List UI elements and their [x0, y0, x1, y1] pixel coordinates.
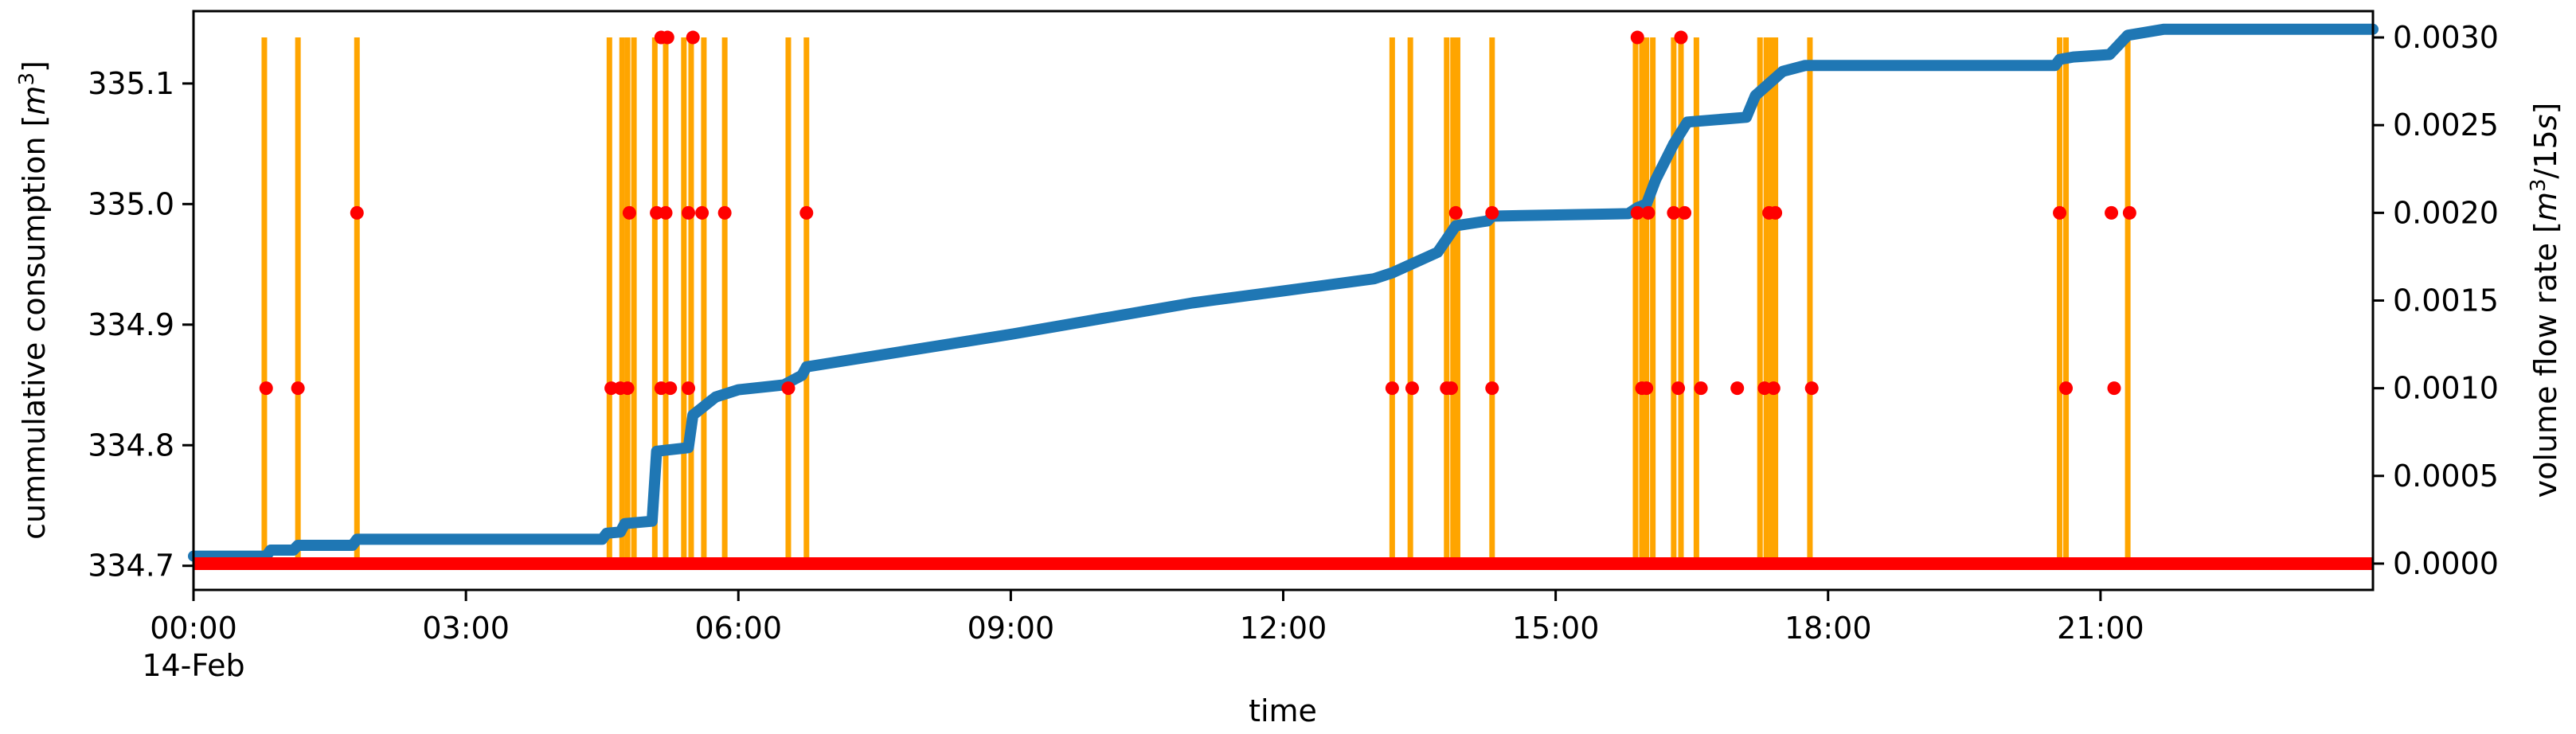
plot-area	[188, 23, 2379, 570]
y-left-tick-label: 334.8	[88, 428, 174, 463]
flow-rate-point	[1674, 30, 1688, 45]
cumulative-consumption-line	[188, 23, 2379, 562]
flow-rate-point	[2122, 205, 2136, 220]
flow-rate-point	[1730, 381, 1745, 396]
flow-rate-point	[291, 381, 305, 396]
y-right-tick-label: 0.0020	[2393, 195, 2499, 230]
x-axis-label: time	[1249, 693, 1317, 728]
y-left-tick-label: 334.7	[88, 549, 174, 584]
flow-rate-point	[799, 205, 814, 220]
x-tick-label: 03:00	[422, 611, 510, 646]
flow-rate-point	[1485, 205, 1499, 220]
flow-rate-point	[1671, 381, 1686, 396]
flow-rate-point	[2059, 381, 2074, 396]
x-tick-label: 12:00	[1240, 611, 1327, 646]
y-axis-left: 334.7 334.8 334.9 335.0 335.1	[88, 66, 193, 584]
x-tick-label: 06:00	[694, 611, 782, 646]
flow-rate-point	[1444, 381, 1458, 396]
flow-rate-point	[1485, 381, 1499, 396]
y-right-tick-label: 0.0010	[2393, 371, 2499, 406]
flow-rate-point	[682, 205, 696, 220]
y-right-tick-label: 0.0005	[2393, 459, 2499, 494]
y-right-tick-label: 0.0025	[2393, 107, 2499, 143]
flow-rate-point	[2107, 381, 2121, 396]
y-axis-right: 0.0000 0.0005 0.0010 0.0015 0.0020 0.0025 0.00…	[2373, 20, 2499, 581]
flow-rate-point	[695, 205, 709, 220]
y-right-tick-label: 0.0000	[2393, 546, 2499, 581]
flow-rate-point	[2105, 205, 2119, 220]
flow-rate-point	[1640, 381, 1654, 396]
flow-rate-point	[1678, 205, 1692, 220]
flow-rate-point	[1448, 205, 1463, 220]
flow-rate-point	[660, 30, 674, 45]
flow-rate-point	[1804, 381, 1819, 396]
flow-rate-point	[717, 205, 732, 220]
y-right-tick-label: 0.0015	[2393, 283, 2499, 318]
flow-rate-point	[663, 381, 678, 396]
flow-rate-point	[259, 381, 273, 396]
flow-rate-point	[1766, 381, 1781, 396]
flow-rate-point	[1385, 381, 1399, 396]
flow-rate-point	[686, 30, 700, 45]
x-tick-label: 15:00	[1512, 611, 1600, 646]
flow-rate-point	[1667, 205, 1681, 220]
x-tick-sublabel: 14-Feb	[142, 648, 244, 683]
x-tick-label: 09:00	[967, 611, 1055, 646]
flow-rate-point	[620, 381, 635, 396]
flow-rate-point	[1630, 205, 1644, 220]
y-left-tick-label: 335.1	[88, 66, 174, 101]
x-tick-label: 00:00	[150, 611, 237, 646]
flow-rate-point	[1694, 381, 1708, 396]
y-axis-right-label: volume flow rate [m3/15s]	[2527, 103, 2563, 498]
flow-rate-point	[622, 205, 636, 220]
y-axis-left-label: cummulative consumption [m3]	[15, 61, 52, 540]
flow-rate-point	[1769, 205, 1783, 220]
flow-rate-point	[682, 381, 696, 396]
flow-rate-point	[1405, 381, 1419, 396]
flow-rate-point	[781, 381, 795, 396]
flow-rate-point	[350, 205, 364, 220]
y-right-tick-label: 0.0030	[2393, 20, 2499, 55]
x-tick-label: 21:00	[2057, 611, 2144, 646]
y-left-tick-label: 335.0	[88, 186, 174, 221]
flow-rate-point	[1641, 205, 1655, 220]
flow-rate-point	[659, 205, 673, 220]
y-left-tick-label: 334.9	[88, 307, 174, 342]
flow-rate-point	[1630, 30, 1644, 45]
flow-rate-point	[2053, 205, 2067, 220]
x-tick-label: 18:00	[1784, 611, 1872, 646]
